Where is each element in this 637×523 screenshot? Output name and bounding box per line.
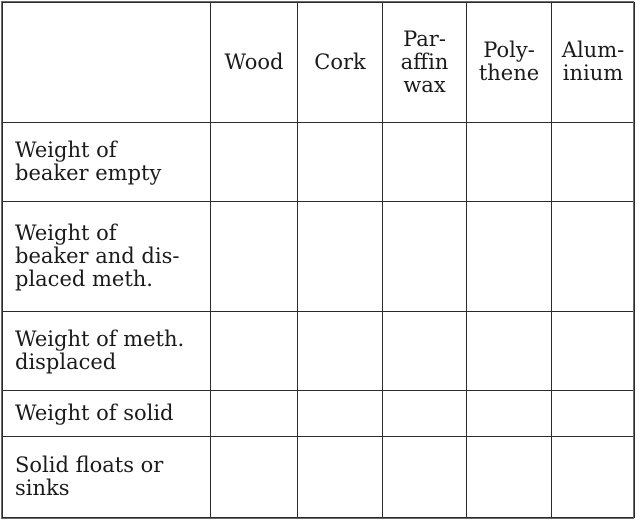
table-cell (551, 121, 635, 202)
table-cell (210, 436, 298, 518)
row-label-solid-floats-or-sinks: Solid floats or sinks (2, 436, 211, 518)
row-label-weight-of-meth-displaced: Weight of meth. displaced (2, 311, 211, 391)
table-cell (297, 436, 383, 518)
table-cell (297, 121, 383, 202)
row-label-weight-of-beaker-empty: Weight of beaker empty (2, 121, 211, 202)
table-cell (551, 436, 635, 518)
table-cell (210, 311, 298, 391)
column-header-aluminium: Alum- inium (551, 2, 635, 123)
table-row: Weight of solid (2, 389, 635, 438)
table-cell (297, 389, 383, 438)
table-cell (466, 436, 552, 518)
table-row: Weight of beaker and dis- placed meth. (2, 200, 635, 313)
row-label-weight-of-beaker-and-displaced-meth: Weight of beaker and dis- placed meth. (2, 200, 211, 313)
table-row: Weight of meth. displaced (2, 311, 635, 391)
column-header-wood: Wood (210, 2, 298, 123)
table-cell (210, 121, 298, 202)
table-cell (551, 389, 635, 438)
table-cell (382, 389, 467, 438)
table-cell (466, 121, 552, 202)
table-cell (297, 200, 383, 313)
table-row: Weight of beaker empty (2, 121, 635, 202)
table-cell (466, 200, 552, 313)
corner-cell (2, 2, 211, 123)
table-cell (466, 389, 552, 438)
table-cell (297, 311, 383, 391)
header-row: Wood Cork Par- affin wax Poly- thene Alu… (2, 2, 635, 123)
row-label-weight-of-solid: Weight of solid (2, 389, 211, 438)
table-cell (210, 389, 298, 438)
table-cell (551, 200, 635, 313)
table-cell (466, 311, 552, 391)
table-row: Solid floats or sinks (2, 436, 635, 518)
column-header-polythene: Poly- thene (466, 2, 552, 123)
table-cell (210, 200, 298, 313)
table-cell (551, 311, 635, 391)
table-cell (382, 121, 467, 202)
table-cell (382, 311, 467, 391)
column-header-cork: Cork (297, 2, 383, 123)
table-cell (382, 200, 467, 313)
table-cell (382, 436, 467, 518)
column-header-paraffin-wax: Par- affin wax (382, 2, 467, 123)
